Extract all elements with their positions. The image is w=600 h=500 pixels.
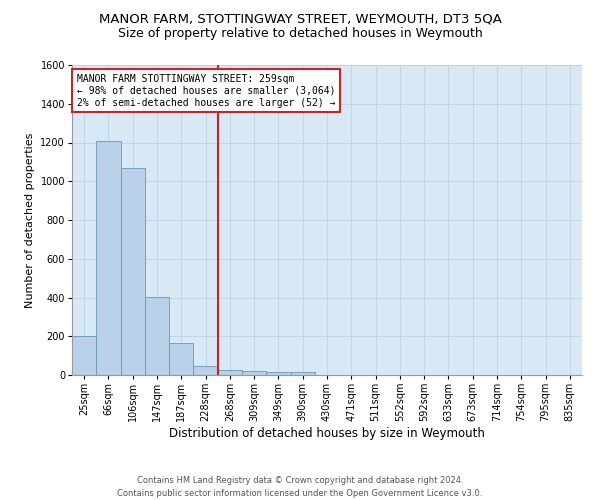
Text: MANOR FARM STOTTINGWAY STREET: 259sqm
← 98% of detached houses are smaller (3,06: MANOR FARM STOTTINGWAY STREET: 259sqm ← … [77, 74, 335, 108]
Bar [72, 336, 96, 375]
Bar [121, 168, 145, 375]
Bar [193, 366, 218, 375]
Text: Contains HM Land Registry data © Crown copyright and database right 2024.
Contai: Contains HM Land Registry data © Crown c… [118, 476, 482, 498]
X-axis label: Distribution of detached houses by size in Weymouth: Distribution of detached houses by size … [169, 427, 485, 440]
Bar [218, 370, 242, 375]
Bar [96, 140, 121, 375]
Bar [145, 296, 169, 375]
Text: MANOR FARM, STOTTINGWAY STREET, WEYMOUTH, DT3 5QA: MANOR FARM, STOTTINGWAY STREET, WEYMOUTH… [98, 12, 502, 26]
Text: Size of property relative to detached houses in Weymouth: Size of property relative to detached ho… [118, 28, 482, 40]
Y-axis label: Number of detached properties: Number of detached properties [25, 132, 35, 308]
Bar [242, 370, 266, 375]
Bar [169, 343, 193, 375]
Bar [266, 372, 290, 375]
Bar [290, 372, 315, 375]
